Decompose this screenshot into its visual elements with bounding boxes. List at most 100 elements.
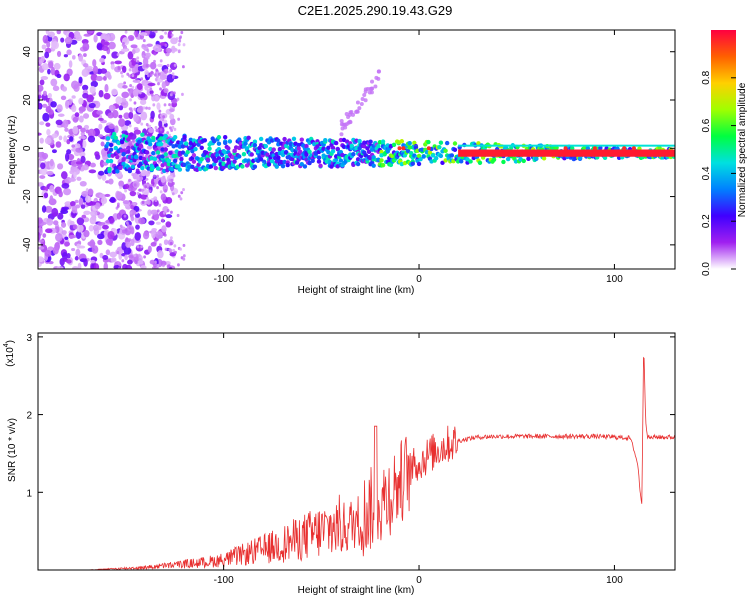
spectrogram-noise-mark (128, 178, 131, 182)
spectrogram-noise-mark (78, 54, 84, 62)
spectrogram-band-mark (141, 156, 147, 162)
spectrogram-band-mark (130, 164, 136, 170)
spectrogram-ytick-label: 20 (22, 94, 33, 106)
spectrogram-noise-mark (165, 221, 172, 228)
spectrogram-peak-mark (631, 146, 636, 151)
spectrogram-noise-mark (42, 233, 47, 238)
spectrogram-noise-mark (47, 31, 55, 38)
spectrogram-noise-mark (64, 236, 69, 240)
colorbar-tick-label: 0.0 (701, 262, 712, 276)
spectrogram-noise-mark (182, 254, 186, 258)
spectrogram-noise-mark (171, 75, 175, 79)
spectrogram-band-mark (151, 135, 156, 141)
spectrogram-noise-mark (133, 101, 137, 105)
spectrogram-noise-mark (107, 112, 115, 119)
spectrogram-noise-mark (116, 191, 123, 200)
spectrogram-noise-mark (105, 249, 111, 256)
spectrogram-noise-mark (144, 84, 149, 91)
spectrogram-noise-mark (103, 92, 111, 100)
spectrogram-noise-mark (71, 104, 77, 113)
spectrogram-noise-mark (78, 135, 87, 140)
spectrogram-band-mark (318, 163, 323, 169)
spectrogram-band-mark (541, 156, 547, 161)
spectrogram-noise-mark (153, 73, 157, 77)
spectrogram-band-mark (416, 153, 422, 159)
spectrogram-noise-mark (130, 44, 138, 49)
spectrogram-band-mark (330, 145, 336, 151)
spectrogram-band-mark (407, 145, 412, 150)
spectrogram-ylabel: Frequency (Hz) (7, 116, 18, 185)
spectrogram-noise-mark (173, 127, 177, 131)
spectrogram-band-mark (193, 146, 198, 152)
spectrogram-band-mark (326, 145, 331, 150)
spectrogram-band-mark (379, 158, 384, 163)
spectrogram-noise-mark (156, 174, 159, 178)
spectrogram-noise-mark (147, 245, 152, 253)
spectrogram-noise-mark (125, 237, 129, 241)
spectrogram-noise-mark (130, 215, 135, 222)
spectrogram-noise-mark (169, 118, 176, 126)
spectrogram-band-mark (501, 159, 506, 165)
spectrogram-band-mark (172, 158, 178, 163)
spectrogram-noise-mark (376, 69, 381, 74)
spectrogram-noise-mark (133, 202, 136, 206)
colorbar-label: Normalized spectral amplitude (737, 82, 748, 217)
spectrogram-noise-mark (157, 250, 164, 259)
spectrogram-noise-mark (143, 255, 147, 259)
spectrogram-noise-mark (38, 103, 42, 109)
spectrogram-noise-mark (145, 64, 149, 68)
spectrogram-band-mark (307, 160, 312, 166)
spectrogram-band-mark (338, 158, 344, 163)
spectrogram-noise-mark (145, 200, 149, 204)
spectrogram-noise-mark (131, 73, 135, 78)
spectrogram-noise-mark (149, 183, 153, 187)
spectrogram-noise-mark (159, 117, 163, 121)
spectrogram-noise-mark (83, 210, 91, 215)
spectrogram-noise-mark (142, 231, 150, 240)
spectrogram-band-mark (316, 159, 322, 164)
snr-scale-close: ) (5, 340, 16, 343)
spectrogram-noise-mark (151, 260, 155, 264)
spectrogram-noise-mark (182, 257, 186, 261)
spectrogram-band-mark (380, 163, 386, 168)
snr-ytick-label: 3 (26, 333, 32, 344)
spectrogram-noise-mark (103, 262, 108, 269)
spectrogram-band-mark (409, 150, 414, 156)
spectrogram-noise-mark (92, 65, 99, 75)
spectrogram-ytick-label: 40 (22, 46, 33, 58)
snr-panel: -100 0 100 1 2 3 Height of straight line (km)… (3, 332, 676, 596)
spectrogram-noise-mark (121, 242, 127, 251)
spectrogram-noise-mark (97, 239, 103, 246)
spectrogram-noise-mark (41, 44, 47, 50)
spectrogram-noise-mark (98, 170, 105, 176)
spectrogram-noise-mark (94, 151, 100, 157)
spectrogram-noise-mark (69, 177, 77, 182)
spectrogram-noise-mark (72, 224, 78, 230)
spectrogram-band-mark (296, 146, 301, 151)
spectrogram-band-mark (158, 141, 164, 147)
spectrogram-noise-mark (68, 234, 77, 239)
spectrogram-noise-mark (115, 96, 123, 105)
spectrogram-band-mark (190, 164, 195, 170)
spectrogram-noise-mark (354, 109, 359, 114)
spectrogram-band-mark (226, 157, 231, 163)
spectrogram-noise-mark (140, 77, 144, 81)
spectrogram-noise-mark (118, 118, 126, 127)
spectrogram-noise-mark (57, 212, 64, 220)
spectrogram-noise-mark (124, 30, 128, 34)
spectrogram-noise-mark (41, 62, 49, 71)
spectrogram-xlabel: Height of straight line (km) (298, 285, 415, 296)
spectrogram-noise-mark (45, 228, 53, 234)
spectrogram-noise-mark (163, 76, 167, 80)
spectrogram-noise-mark (170, 178, 174, 182)
spectrogram-noise-mark (154, 94, 160, 102)
spectrogram-noise-mark (142, 57, 149, 66)
spectrogram-noise-mark (77, 262, 82, 269)
spectrogram-noise-mark (130, 227, 135, 235)
snr-scale-prefix: (x10 (5, 347, 16, 367)
spectrogram-noise-mark (63, 73, 70, 82)
spectrogram-noise-mark (162, 211, 166, 215)
spectrogram-noise-mark (153, 174, 156, 178)
spectrogram-panel: -100 0 100 -40 -20 0 20 40 Height of straight l… (7, 29, 676, 296)
